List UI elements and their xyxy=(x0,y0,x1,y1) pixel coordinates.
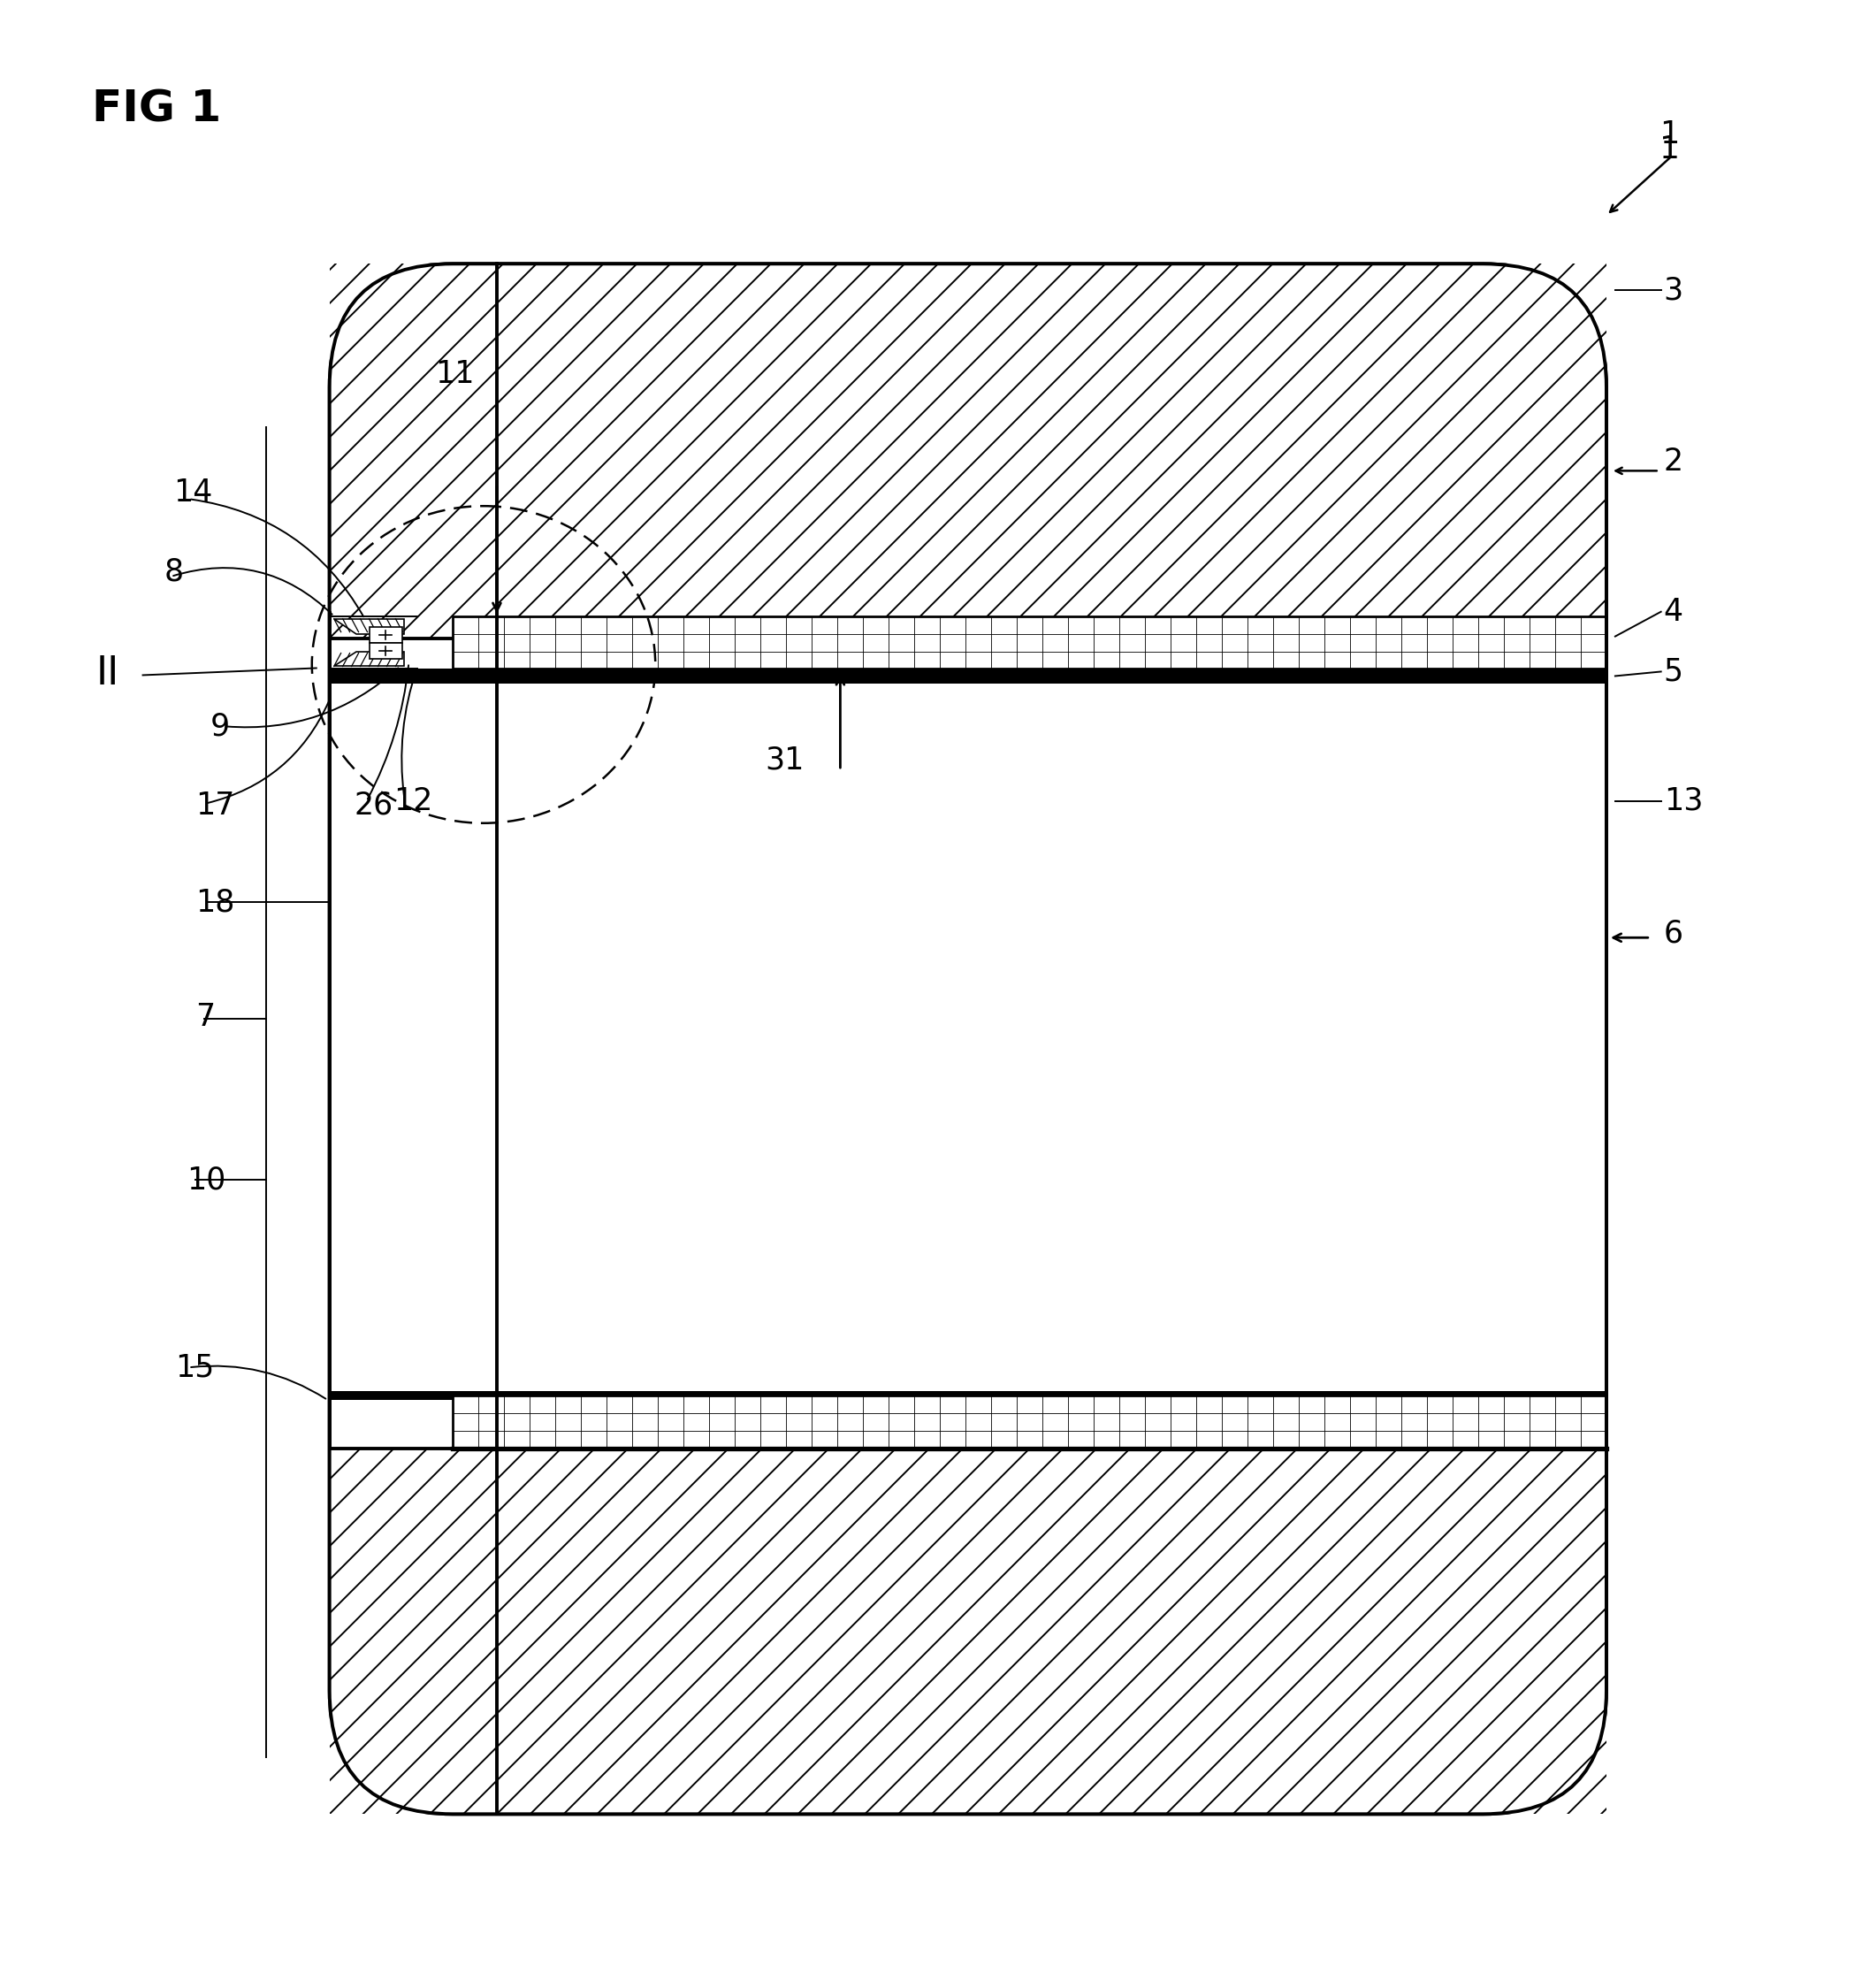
Bar xyxy=(369,626,402,642)
Text: 3: 3 xyxy=(1663,274,1683,306)
Text: 7: 7 xyxy=(197,1002,215,1032)
FancyBboxPatch shape xyxy=(330,264,1606,1815)
Text: 8: 8 xyxy=(163,557,184,586)
Bar xyxy=(452,616,1606,670)
Text: 6: 6 xyxy=(1663,918,1683,948)
Text: 12: 12 xyxy=(393,785,434,817)
Text: 2: 2 xyxy=(1663,447,1683,477)
Bar xyxy=(330,670,1606,684)
Text: 5: 5 xyxy=(1663,656,1683,686)
Bar xyxy=(369,642,402,658)
Text: 1: 1 xyxy=(1659,135,1680,165)
Text: 9: 9 xyxy=(211,712,230,742)
Bar xyxy=(452,1396,1606,1449)
Polygon shape xyxy=(334,618,404,634)
Text: 11: 11 xyxy=(436,360,475,390)
Bar xyxy=(330,1392,1606,1400)
Text: FIG 1: FIG 1 xyxy=(91,87,221,129)
Text: 31: 31 xyxy=(766,746,805,775)
Text: 14: 14 xyxy=(174,477,213,507)
Text: II: II xyxy=(96,654,119,692)
Text: 10: 10 xyxy=(187,1165,226,1195)
Text: 17: 17 xyxy=(197,791,235,821)
Text: 4: 4 xyxy=(1663,596,1683,626)
Text: 15: 15 xyxy=(176,1352,215,1382)
Text: 18: 18 xyxy=(197,887,235,916)
Bar xyxy=(330,638,1606,1449)
Polygon shape xyxy=(334,652,404,666)
Text: 1: 1 xyxy=(1659,119,1680,149)
Text: 13: 13 xyxy=(1663,785,1702,817)
Bar xyxy=(330,1449,1606,1815)
Text: 26: 26 xyxy=(354,791,393,821)
Bar xyxy=(330,264,1606,638)
